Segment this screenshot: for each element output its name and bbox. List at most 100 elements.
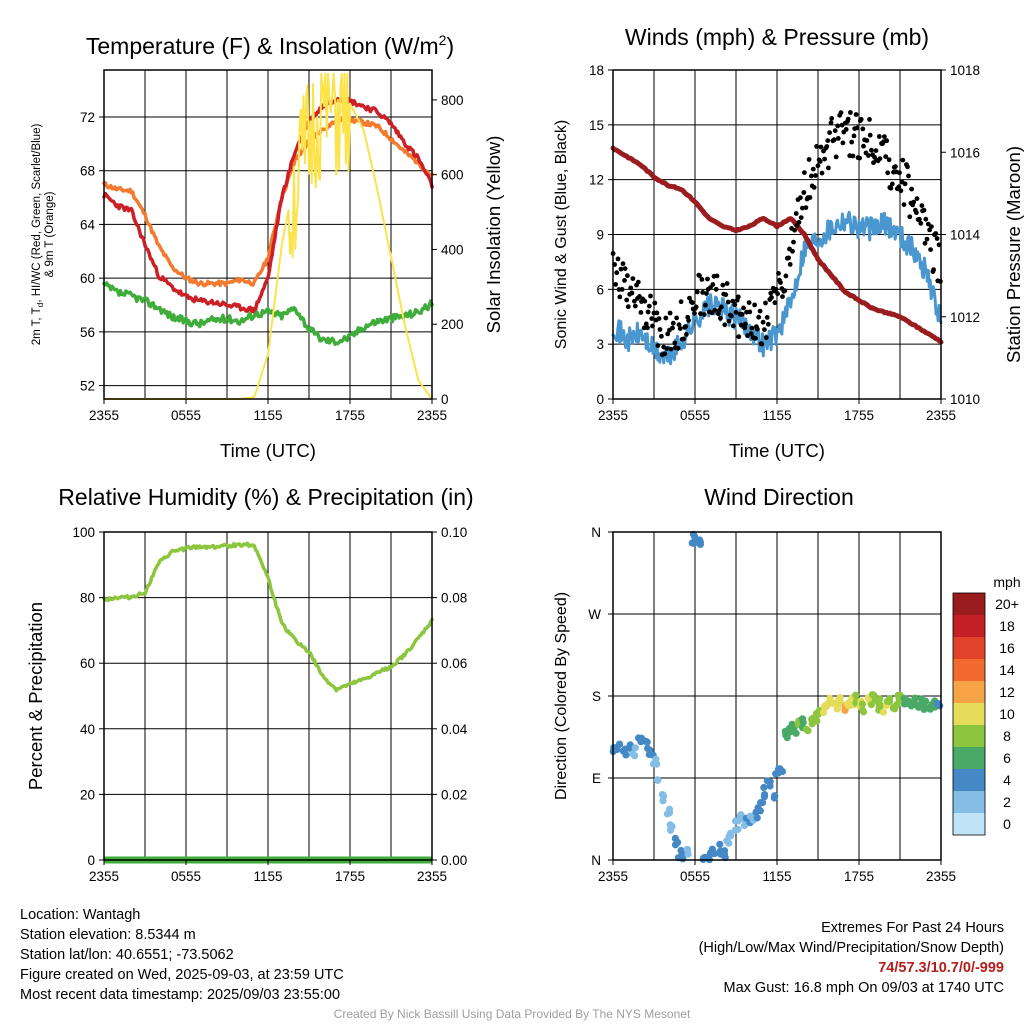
gust-point [625,273,630,279]
gust-point [619,287,625,292]
colorbar-label: 6 [1003,750,1011,766]
relative-humidity-line [102,541,434,693]
gust-point [652,300,658,306]
gust-point [694,289,700,295]
wind-xtick-label: 2355 [598,408,628,423]
gust-point [858,116,864,122]
gust-point [742,325,748,331]
direction-point [858,700,867,708]
gust-point [743,321,748,327]
gust-point [826,165,831,171]
gust-point [716,308,722,313]
humidity-panel: 2355 0555 1155 1755 23550204060801000.000.02… [25,484,474,884]
gust-point [756,314,762,320]
colorbar-swatch [953,637,985,659]
direction-point [659,797,667,805]
direction-point [665,805,674,813]
gust-point [628,285,634,291]
colorbar-frame [952,592,986,836]
colorbar-swatch [953,725,985,747]
direction-point [804,727,812,735]
direction-point [684,846,692,854]
gust-point [642,298,648,304]
gust-point [813,173,818,178]
colorbar-swatch [953,681,985,703]
direction-point [836,694,844,702]
colorbar-swatch [953,813,985,835]
direction-point [761,791,769,799]
gust-point [622,278,627,283]
gust-point [889,181,895,187]
gust-point [814,144,819,149]
gust-point [726,318,732,324]
colorbar-label: 10 [999,706,1015,722]
gust-point [739,311,745,317]
direction-point [716,840,724,848]
direction-point [696,536,704,544]
gust-point [833,154,839,160]
gust-point [681,336,686,342]
gust-point [822,156,827,162]
gust-point [922,240,928,246]
gust-point [730,298,736,304]
gust-point [776,271,781,276]
gust-point [906,173,911,179]
gust-point [759,341,765,347]
gust-point [692,310,697,316]
gust-point [825,138,831,144]
temp-xtick-label: 0555 [171,408,201,423]
gust-point [705,276,710,282]
dir-xtick-label: 1755 [844,869,874,884]
gust-point [921,207,927,213]
wind-direction-title: Wind Direction [704,484,854,510]
direction-point [791,728,799,736]
direction-point [746,812,755,820]
gust-point [630,276,636,281]
title-close: ) [446,33,454,59]
gust-point [686,318,691,323]
gust-point [733,309,739,315]
gust-point [798,215,804,221]
wind-ytick-label: 6 [596,282,604,297]
rh-ytick-label: 20 [80,787,95,802]
rh-ytick-label-right: 0.06 [441,656,467,671]
wind-ytick-label: 15 [589,118,604,133]
gust-point [806,157,812,162]
gust-point [674,315,679,321]
direction-point [756,807,765,815]
gust-point [712,307,718,313]
gust-point [645,309,651,315]
recent-data-text: Most recent data timestamp: 2025/09/03 2… [20,987,341,1003]
pressure-ylabel: Station Pressure (Maroon) [1003,146,1024,363]
extremes-subtitle: (High/Low/Max Wind/Precipitation/Snow De… [698,940,1004,956]
colorbar-swatch [953,615,985,637]
gust-point [869,147,874,153]
gust-point [801,190,807,195]
gust-point [866,153,871,158]
gust-point [670,320,676,326]
temp-ytick-label-right: 600 [441,168,464,183]
gust-point [747,309,753,315]
direction-point [876,695,884,703]
gust-point [798,195,803,201]
rh-xtick-label: 2355 [417,869,447,884]
gust-point [670,325,675,331]
dir-ytick-label: E [592,771,601,786]
gust-point [864,138,870,143]
wind-ytick-label: 12 [589,173,604,188]
gust-point [769,295,774,300]
gust-point [791,239,796,245]
gust-point [635,279,641,285]
gust-point [907,214,913,220]
gust-point [687,295,692,301]
gust-point [763,335,769,340]
dir-ytick-label: N [591,853,601,868]
rh-ytick-label: 0 [87,853,95,868]
dir-ytick-label: N [591,525,601,540]
gust-point [643,321,649,327]
location-text: Location: Wantagh [20,907,141,923]
station-info: Location: Wantagh Station elevation: 8.5… [20,905,344,1005]
created-text: Figure created on Wed, 2025-09-03, at 23… [20,967,344,983]
wind-ytick-label-right: 1018 [950,63,980,78]
